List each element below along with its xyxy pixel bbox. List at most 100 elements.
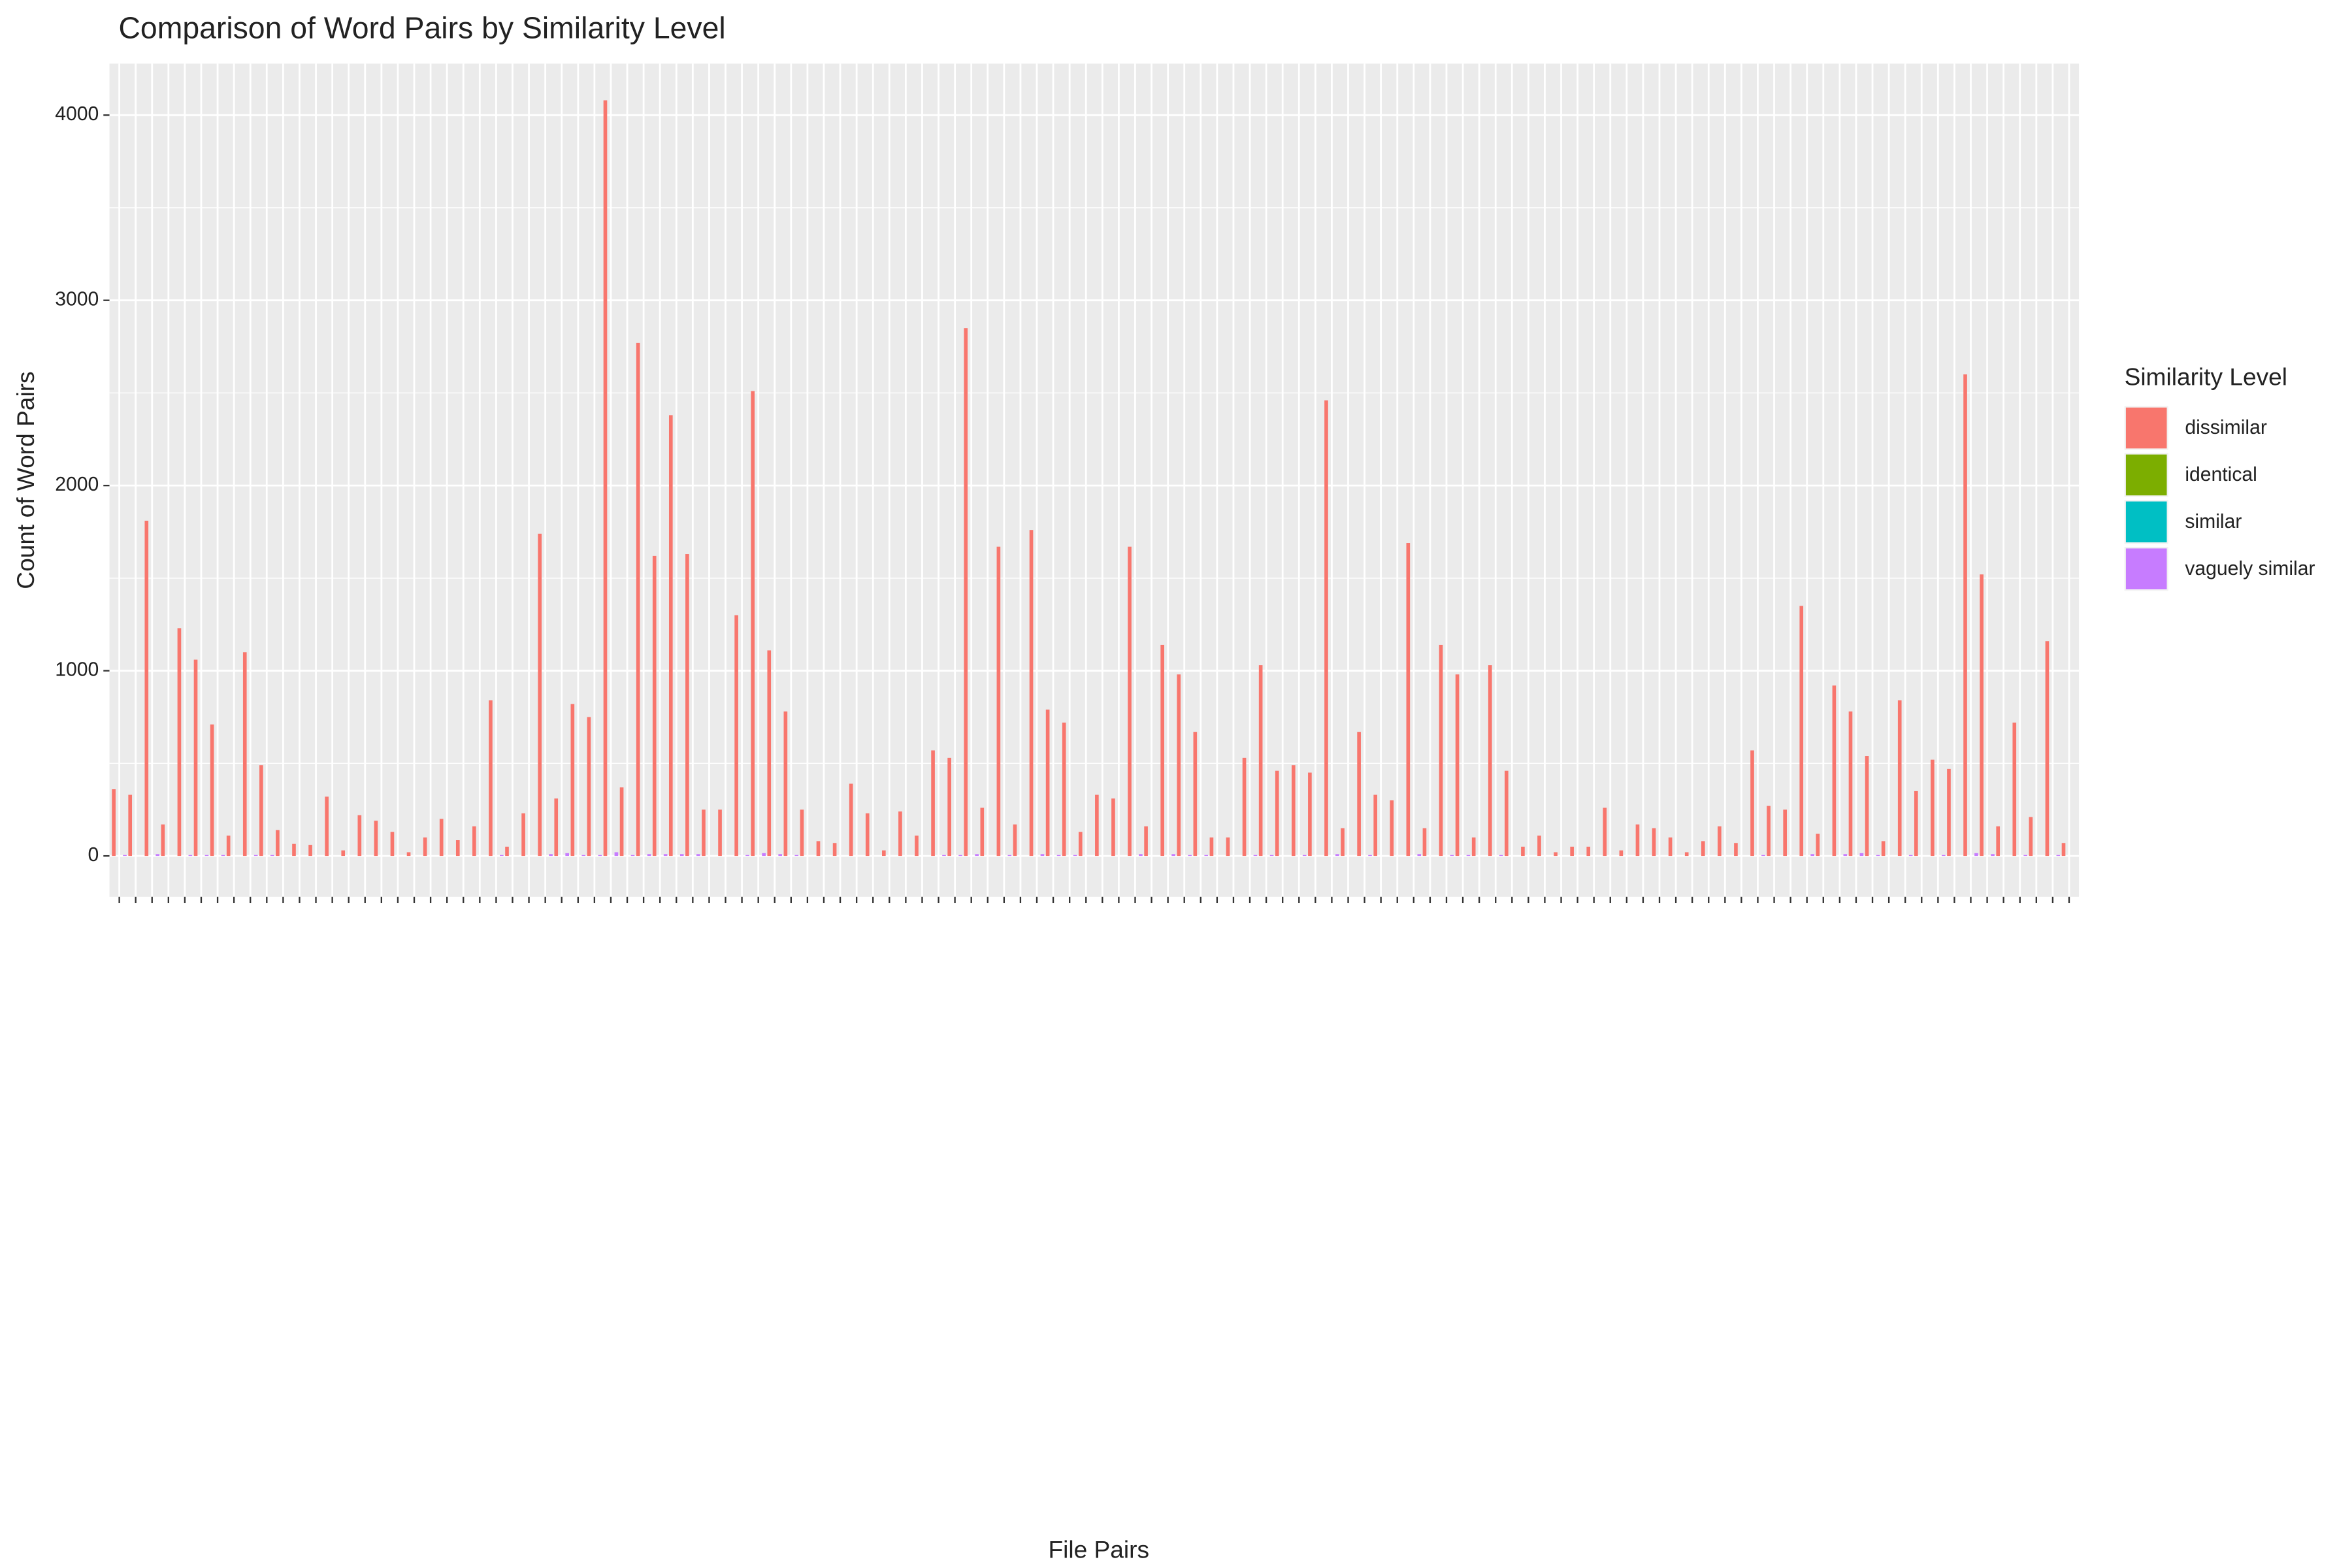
- bar: [1073, 855, 1077, 857]
- bar: [668, 415, 673, 857]
- bar: [975, 854, 979, 857]
- bar: [1466, 855, 1471, 857]
- legend-swatch: [2125, 454, 2167, 496]
- bar: [1040, 854, 1045, 857]
- bar: [1947, 768, 1951, 857]
- bar: [619, 787, 624, 857]
- bar: [1368, 855, 1372, 857]
- bar: [570, 704, 575, 857]
- bar: [1908, 855, 1913, 857]
- y-tick-label: 1000: [55, 659, 99, 681]
- bar: [221, 855, 225, 857]
- bar: [1341, 828, 1345, 857]
- bar: [1324, 400, 1328, 857]
- bar: [734, 615, 738, 857]
- bar: [1128, 546, 1132, 857]
- bar: [679, 854, 684, 857]
- bar: [762, 853, 766, 857]
- bar: [112, 789, 116, 857]
- bar: [849, 783, 853, 857]
- bar: [1931, 759, 1935, 857]
- bar: [204, 855, 209, 857]
- bar: [1554, 852, 1558, 857]
- bar: [947, 757, 951, 857]
- bar: [128, 794, 133, 857]
- bar: [942, 855, 946, 857]
- bar: [1253, 855, 1258, 857]
- bar: [800, 809, 804, 857]
- bar: [767, 650, 772, 857]
- bar: [1505, 770, 1509, 857]
- bar: [832, 843, 837, 857]
- bar: [1302, 855, 1307, 857]
- bar: [1422, 828, 1427, 857]
- bar: [745, 855, 749, 857]
- bar: [1635, 824, 1640, 857]
- bar: [865, 813, 870, 857]
- bar: [1843, 854, 1848, 857]
- bar: [1537, 835, 1541, 857]
- bar: [1941, 855, 1946, 857]
- bar: [1417, 854, 1422, 857]
- bar: [1996, 826, 2001, 857]
- y-tick-label: 0: [88, 844, 99, 866]
- bar: [538, 533, 542, 857]
- bar: [505, 846, 509, 857]
- bar: [406, 852, 411, 857]
- bar: [647, 854, 651, 857]
- bar: [1335, 854, 1339, 857]
- bar: [357, 815, 362, 857]
- bar: [751, 391, 755, 857]
- bar: [276, 830, 280, 857]
- bar: [1848, 711, 1853, 857]
- bar: [1226, 837, 1230, 857]
- bar: [1204, 855, 1209, 857]
- legend-label: vaguely similar: [2185, 558, 2315, 580]
- bar: [1045, 710, 1050, 857]
- bar: [603, 100, 608, 857]
- bar: [1783, 809, 1787, 857]
- bar: [1007, 855, 1012, 857]
- bar: [964, 328, 968, 857]
- bar: [1269, 855, 1274, 857]
- bar: [958, 855, 962, 857]
- bar: [1029, 530, 1034, 857]
- bar: [259, 765, 263, 857]
- legend-swatch: [2125, 501, 2167, 543]
- legend-label: dissimilar: [2185, 417, 2267, 438]
- bar: [521, 813, 525, 857]
- bar: [1144, 826, 1148, 857]
- bar: [1455, 674, 1460, 857]
- bar: [1488, 665, 1492, 857]
- bar: [1357, 732, 1361, 857]
- bar: [1652, 828, 1656, 857]
- bar: [439, 819, 444, 857]
- bar: [685, 554, 689, 857]
- legend-swatch: [2125, 407, 2167, 449]
- y-axis-label: Count of Word Pairs: [12, 371, 39, 589]
- bar: [123, 855, 127, 857]
- bar: [2061, 843, 2066, 857]
- legend-title: Similarity Level: [2125, 363, 2287, 391]
- bar: [1750, 750, 1754, 857]
- panel: [109, 63, 2080, 897]
- bar: [1974, 853, 1978, 857]
- bar: [980, 808, 985, 857]
- bar: [1062, 723, 1066, 857]
- bar: [587, 717, 591, 857]
- bar: [193, 659, 198, 857]
- bar: [1209, 837, 1214, 857]
- bar: [1865, 756, 1869, 857]
- bar: [308, 845, 312, 857]
- bar: [1761, 855, 1765, 857]
- bar: [1991, 854, 1995, 857]
- legend-label: similar: [2185, 511, 2242, 532]
- bar: [1876, 855, 1880, 857]
- bar: [455, 840, 460, 857]
- bar: [1177, 674, 1181, 857]
- bar: [1810, 854, 1815, 857]
- bar: [1013, 824, 1017, 857]
- bar: [1603, 808, 1607, 857]
- bar: [931, 750, 935, 857]
